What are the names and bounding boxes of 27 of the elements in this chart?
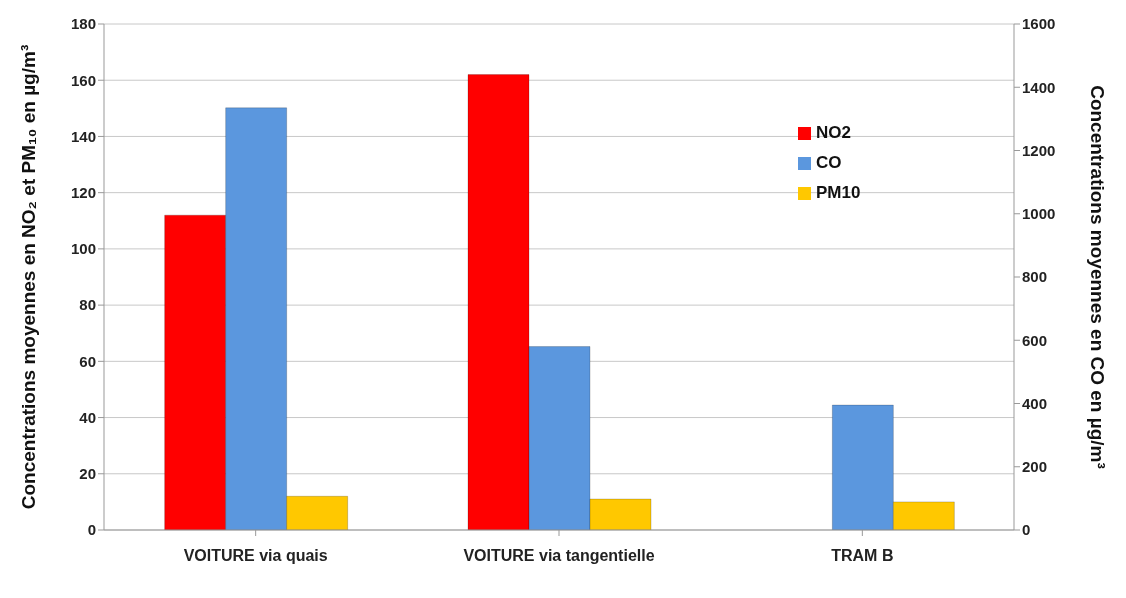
y2-tick-label: 600 [1022,331,1048,349]
y-tick-label: 180 [70,15,96,33]
y-tick-label: 0 [87,521,96,539]
legend-label: CO [816,153,842,173]
y2-tick-label: 1000 [1022,205,1056,223]
y2-axis-title: Concentrations moyennes en CO en µg/m³ [1087,85,1109,469]
y-tick-label: 20 [79,465,96,483]
x-tick-label: VOITURE via quais [183,547,328,565]
y2-tick-label: 1600 [1022,15,1056,33]
y2-tick-label: 800 [1022,268,1048,286]
y-tick-label: 160 [70,71,96,89]
legend-label: PM10 [816,183,861,203]
x-tick-label: TRAM B [831,547,894,565]
legend-label: NO2 [816,123,851,143]
y-tick-label: 40 [79,408,96,426]
y-tick-label: 140 [70,127,96,145]
y-tick-label: 120 [70,183,96,201]
y2-tick-label: 1200 [1022,141,1056,159]
y-tick-label: 60 [79,352,96,370]
x-tick-label: VOITURE via tangentielle [463,547,655,565]
y-axis-title: Concentrations moyennes en NO₂ et PM₁₀ en µg/m³ [17,44,39,510]
y2-tick-label: 200 [1022,458,1048,476]
y-tick-label: 100 [70,240,96,258]
y-tick-label: 80 [79,296,96,314]
y2-tick-label: 1400 [1022,78,1056,96]
y2-tick-label: 400 [1022,394,1048,412]
y2-tick-label: 0 [1022,521,1031,539]
